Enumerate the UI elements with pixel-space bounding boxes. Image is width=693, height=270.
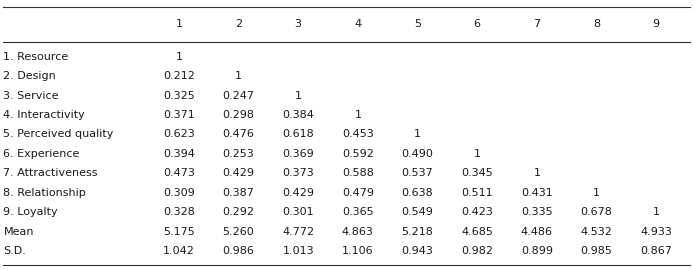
Text: 4.486: 4.486	[521, 227, 553, 237]
Text: 0.369: 0.369	[282, 149, 314, 159]
Text: 1: 1	[534, 168, 541, 178]
Text: 0.549: 0.549	[402, 207, 433, 217]
Text: 0.387: 0.387	[222, 188, 254, 198]
Text: 0.473: 0.473	[163, 168, 195, 178]
Text: 8. Relationship: 8. Relationship	[3, 188, 86, 198]
Text: 0.325: 0.325	[163, 90, 195, 101]
Text: 0.678: 0.678	[581, 207, 613, 217]
Text: 0.371: 0.371	[163, 110, 195, 120]
Text: 0.384: 0.384	[282, 110, 314, 120]
Text: 0.899: 0.899	[521, 246, 553, 256]
Text: 6. Experience: 6. Experience	[3, 149, 80, 159]
Text: 0.592: 0.592	[342, 149, 374, 159]
Text: 0.429: 0.429	[282, 188, 314, 198]
Text: 0.247: 0.247	[222, 90, 254, 101]
Text: Mean: Mean	[3, 227, 34, 237]
Text: 5: 5	[414, 19, 421, 29]
Text: 5.175: 5.175	[163, 227, 195, 237]
Text: 5. Perceived quality: 5. Perceived quality	[3, 129, 114, 140]
Text: 0.301: 0.301	[282, 207, 314, 217]
Text: 0.476: 0.476	[222, 129, 254, 140]
Text: 4.532: 4.532	[581, 227, 613, 237]
Text: 1: 1	[175, 52, 182, 62]
Text: 0.373: 0.373	[282, 168, 314, 178]
Text: 0.394: 0.394	[163, 149, 195, 159]
Text: 0.638: 0.638	[402, 188, 433, 198]
Text: 1: 1	[474, 149, 481, 159]
Text: 9. Loyalty: 9. Loyalty	[3, 207, 58, 217]
Text: 1: 1	[653, 207, 660, 217]
Text: 0.490: 0.490	[402, 149, 433, 159]
Text: 0.429: 0.429	[222, 168, 254, 178]
Text: 0.328: 0.328	[163, 207, 195, 217]
Text: 1: 1	[593, 188, 600, 198]
Text: 0.479: 0.479	[342, 188, 374, 198]
Text: 0.365: 0.365	[342, 207, 374, 217]
Text: 2: 2	[235, 19, 242, 29]
Text: 1: 1	[414, 129, 421, 140]
Text: 0.537: 0.537	[402, 168, 433, 178]
Text: 2. Design: 2. Design	[3, 71, 56, 81]
Text: 1: 1	[175, 19, 182, 29]
Text: 8: 8	[593, 19, 600, 29]
Text: 0.212: 0.212	[163, 71, 195, 81]
Text: 0.423: 0.423	[462, 207, 493, 217]
Text: 0.253: 0.253	[222, 149, 254, 159]
Text: 4.685: 4.685	[462, 227, 493, 237]
Text: 0.511: 0.511	[462, 188, 493, 198]
Text: 7: 7	[534, 19, 541, 29]
Text: 1: 1	[354, 110, 361, 120]
Text: 1.042: 1.042	[163, 246, 195, 256]
Text: 4.772: 4.772	[282, 227, 314, 237]
Text: 1. Resource: 1. Resource	[3, 52, 69, 62]
Text: 0.298: 0.298	[222, 110, 254, 120]
Text: 0.588: 0.588	[342, 168, 374, 178]
Text: 0.453: 0.453	[342, 129, 374, 140]
Text: 1: 1	[235, 71, 242, 81]
Text: 0.431: 0.431	[521, 188, 553, 198]
Text: 0.345: 0.345	[462, 168, 493, 178]
Text: 3. Service: 3. Service	[3, 90, 59, 101]
Text: 0.335: 0.335	[521, 207, 553, 217]
Text: 7. Attractiveness: 7. Attractiveness	[3, 168, 98, 178]
Text: 4.933: 4.933	[640, 227, 672, 237]
Text: S.D.: S.D.	[3, 246, 26, 256]
Text: 0.943: 0.943	[402, 246, 433, 256]
Text: 0.867: 0.867	[640, 246, 672, 256]
Text: 6: 6	[474, 19, 481, 29]
Text: 0.292: 0.292	[222, 207, 254, 217]
Text: 0.618: 0.618	[282, 129, 314, 140]
Text: 3: 3	[295, 19, 301, 29]
Text: 4. Interactivity: 4. Interactivity	[3, 110, 85, 120]
Text: 5.218: 5.218	[402, 227, 433, 237]
Text: 9: 9	[653, 19, 660, 29]
Text: 0.309: 0.309	[163, 188, 195, 198]
Text: 4.863: 4.863	[342, 227, 374, 237]
Text: 5.260: 5.260	[222, 227, 254, 237]
Text: 0.982: 0.982	[462, 246, 493, 256]
Text: 4: 4	[354, 19, 362, 29]
Text: 0.623: 0.623	[163, 129, 195, 140]
Text: 1: 1	[295, 90, 301, 101]
Text: 0.986: 0.986	[222, 246, 254, 256]
Text: 1.013: 1.013	[282, 246, 314, 256]
Text: 1.106: 1.106	[342, 246, 374, 256]
Text: 0.985: 0.985	[581, 246, 613, 256]
